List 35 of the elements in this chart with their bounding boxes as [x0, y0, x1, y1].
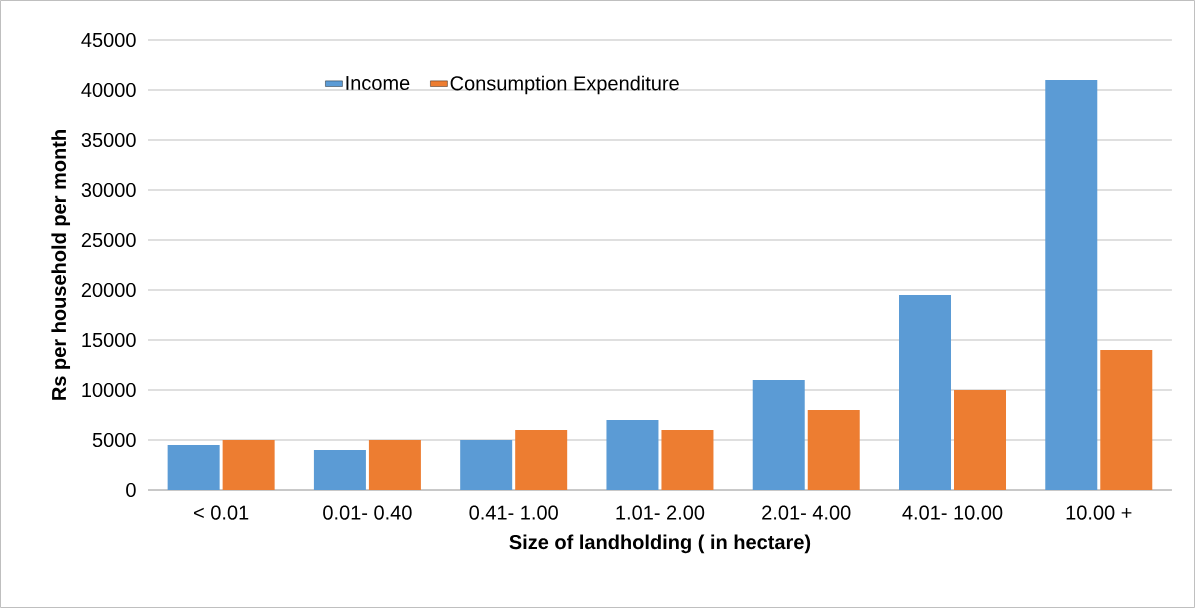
bar [1045, 80, 1098, 490]
legend-label: Consumption Expenditure [450, 75, 679, 95]
y-tick-label: 5000 [92, 432, 136, 448]
y-tick-label: 10000 [82, 382, 136, 398]
x-axis-title: Size of landholding ( in hectare) [509, 534, 811, 554]
x-tick-label: 2.01- 4.00 [762, 505, 851, 520]
bar [954, 390, 1006, 490]
legend-label: Income [346, 76, 410, 91]
x-tick-label: 0.41- 1.00 [469, 505, 558, 520]
bar [807, 410, 860, 490]
x-tick-label: 10.00 + [1066, 505, 1132, 520]
bar [899, 295, 951, 490]
bar [752, 380, 805, 490]
x-tick-label: 0.01- 0.40 [323, 505, 412, 520]
y-axis-title: Rs per household per month [51, 130, 71, 400]
bar [661, 430, 714, 490]
y-tick-label: 20000 [81, 282, 136, 298]
y-tick-label: 35000 [81, 132, 136, 148]
bar [460, 440, 513, 490]
bar [368, 440, 421, 490]
y-tick-label: 25000 [81, 232, 136, 248]
bar [606, 420, 659, 490]
x-tick-label: 4.01- 10.00 [902, 505, 1003, 520]
y-tick-label: 30000 [81, 182, 136, 198]
y-tick-label: 0 [126, 482, 136, 498]
bar [515, 430, 568, 490]
y-tick-label: 45000 [81, 32, 136, 48]
x-tick-label: < 0.01 [194, 505, 249, 520]
x-tick-label: 1.01- 2.00 [616, 505, 705, 520]
bar [313, 450, 366, 490]
y-tick-label: 40000 [81, 82, 136, 98]
y-tick-label: 15000 [82, 332, 136, 348]
bar [222, 440, 275, 490]
bar [1100, 350, 1153, 490]
bar [167, 445, 220, 490]
